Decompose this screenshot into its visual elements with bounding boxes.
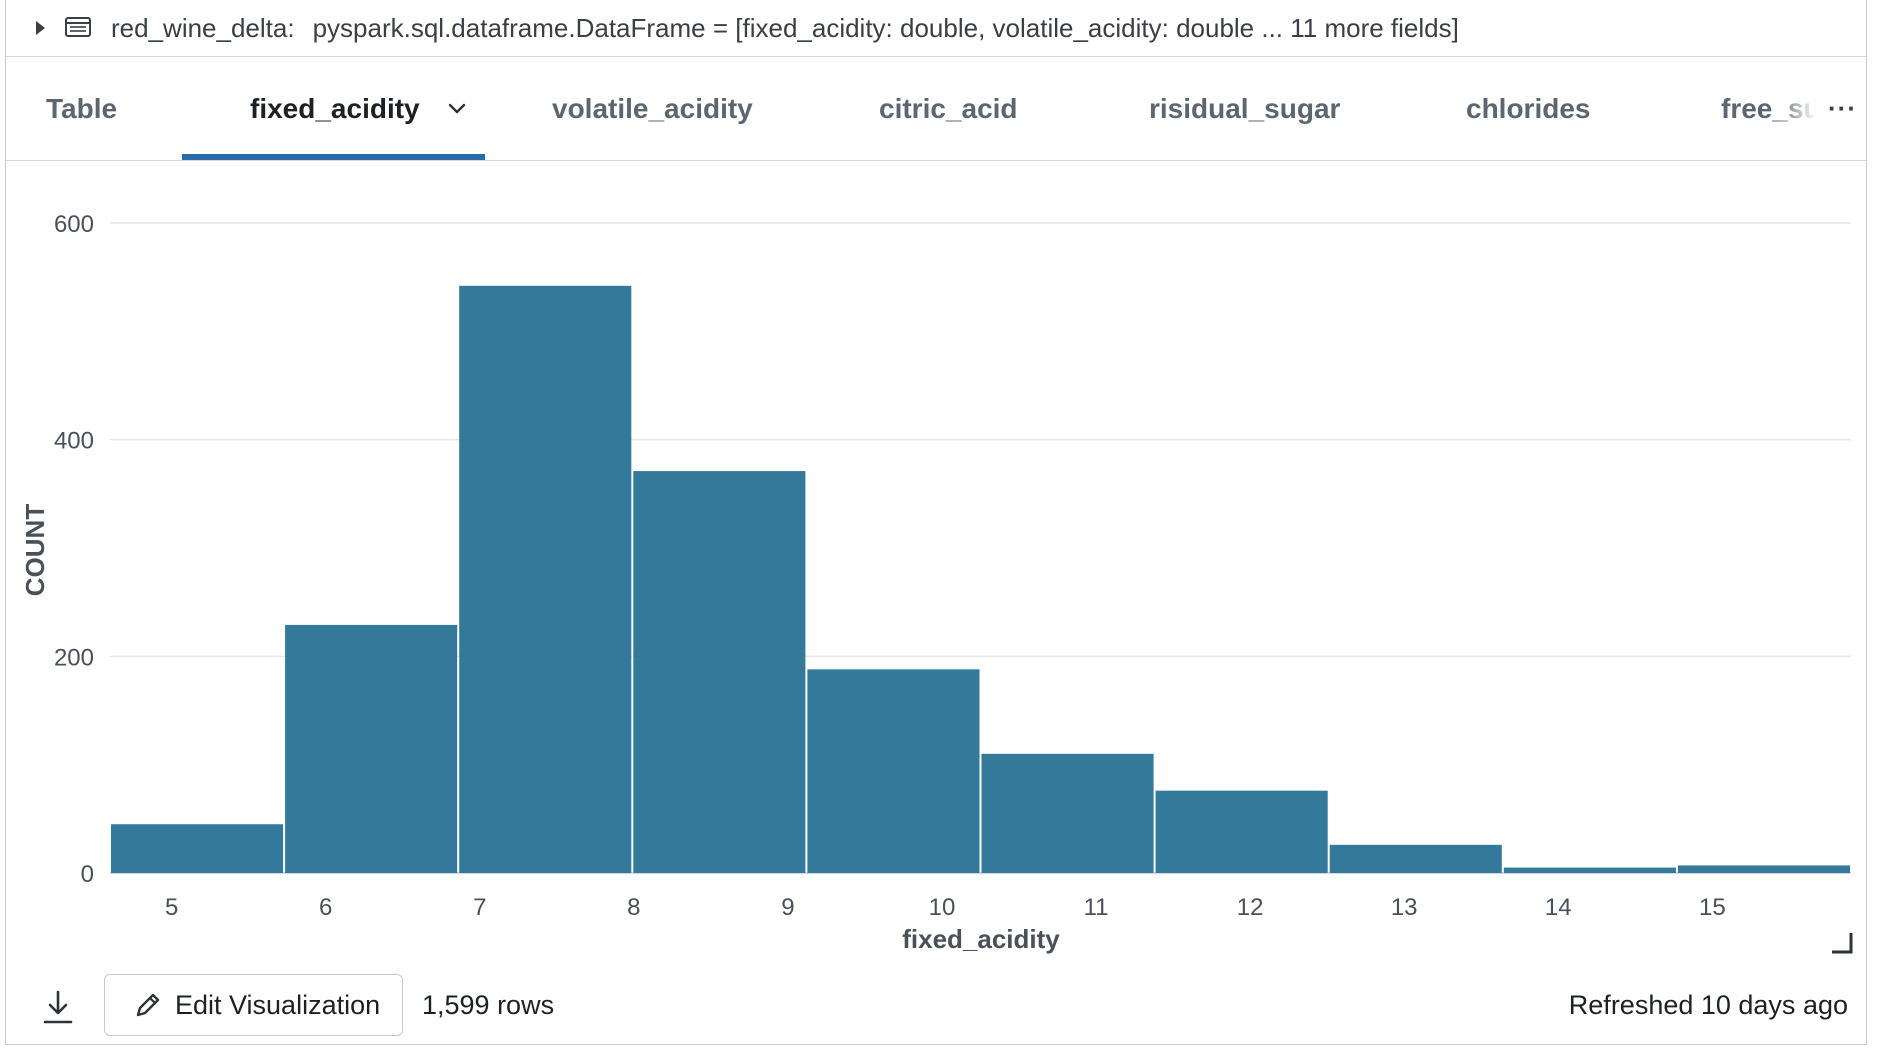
expand-arrow-icon[interactable] [36, 21, 45, 35]
tab-risidual-sugar[interactable]: risidual_sugar [1149, 57, 1340, 160]
tab-overflow-fade [1776, 57, 1866, 160]
tab-fixed-acidity[interactable]: fixed_acidity [250, 57, 466, 160]
x-tick-label: 15 [1699, 894, 1726, 921]
row-count: 1,599 rows [422, 990, 555, 1020]
column-tabs: Table fixed_acidity volatile_acidity cit… [6, 57, 1866, 161]
edit-visualization-button[interactable]: Edit Visualization [104, 974, 403, 1036]
tab-label: citric_acid [879, 92, 1018, 124]
histogram-bar[interactable] [1329, 844, 1502, 873]
tab-citric-acid[interactable]: citric_acid [879, 57, 1018, 160]
x-tick-label: 14 [1545, 894, 1572, 921]
tab-label: volatile_acidity [552, 92, 753, 124]
tab-chlorides[interactable]: chlorides [1466, 57, 1590, 160]
chevron-down-icon[interactable] [448, 103, 466, 115]
result-header: red_wine_delta: pyspark.sql.dataframe.Da… [6, 0, 1866, 57]
y-tick-label: 600 [54, 211, 94, 238]
x-tick-label: 6 [319, 894, 332, 921]
x-tick-label: 11 [1084, 894, 1109, 921]
tab-table[interactable]: Table [46, 57, 117, 160]
y-tick-label: 400 [54, 428, 94, 455]
result-footer: Edit Visualization 1,599 rows Refreshed … [6, 970, 1866, 1045]
x-tick-label: 10 [929, 894, 956, 921]
result-panel: red_wine_delta: pyspark.sql.dataframe.Da… [5, 0, 1867, 1045]
refreshed-status: Refreshed 10 days ago [1568, 990, 1848, 1020]
histogram-bar[interactable] [1677, 865, 1850, 873]
histogram-bar[interactable] [981, 753, 1154, 873]
tab-label: Table [46, 92, 118, 124]
histogram-chart: 0 200 400 600 5 6 7 8 9 10 11 12 13 14 15 fixed_acidit… [6, 160, 1866, 980]
chart-svg: 0 200 400 600 5 6 7 8 9 10 11 12 13 14 15 fixed_acidit… [20, 211, 1853, 954]
y-axis-label: COUNT [20, 504, 50, 597]
edit-visualization-label: Edit Visualization [175, 989, 381, 1020]
histogram-bar[interactable] [285, 624, 458, 873]
resize-handle-icon[interactable] [1832, 933, 1853, 954]
variable-name: red_wine_delta: [111, 12, 295, 43]
x-axis-label: fixed_acidity [902, 924, 1060, 954]
y-tick-label: 200 [54, 644, 94, 671]
x-tick-label: 7 [473, 894, 486, 921]
tab-label: chlorides [1466, 92, 1591, 124]
more-tabs-icon[interactable]: ··· [1828, 93, 1857, 123]
histogram-bar[interactable] [111, 824, 284, 873]
x-tick-label: 8 [627, 894, 640, 921]
dataframe-type: pyspark.sql.dataframe.DataFrame = [fixed… [312, 12, 1459, 43]
download-icon [40, 990, 76, 1032]
y-tick-label: 0 [81, 861, 94, 888]
pencil-icon [133, 990, 175, 1020]
x-tick-label: 5 [165, 894, 178, 921]
x-tick-label: 12 [1237, 894, 1264, 921]
active-tab-indicator [182, 154, 485, 160]
download-button[interactable] [40, 988, 76, 1028]
x-tick-label: 9 [781, 894, 794, 921]
x-tick-label: 13 [1391, 894, 1418, 921]
histogram-bar[interactable] [633, 471, 806, 873]
table-icon [65, 13, 91, 44]
tab-label: fixed_acidity [250, 92, 420, 124]
tab-volatile-acidity[interactable]: volatile_acidity [552, 57, 753, 160]
histogram-bar[interactable] [1155, 790, 1328, 873]
histogram-bar[interactable] [807, 669, 980, 873]
histogram-bar[interactable] [459, 285, 632, 873]
histogram-bar[interactable] [1503, 867, 1676, 873]
tab-label: risidual_sugar [1149, 92, 1341, 124]
